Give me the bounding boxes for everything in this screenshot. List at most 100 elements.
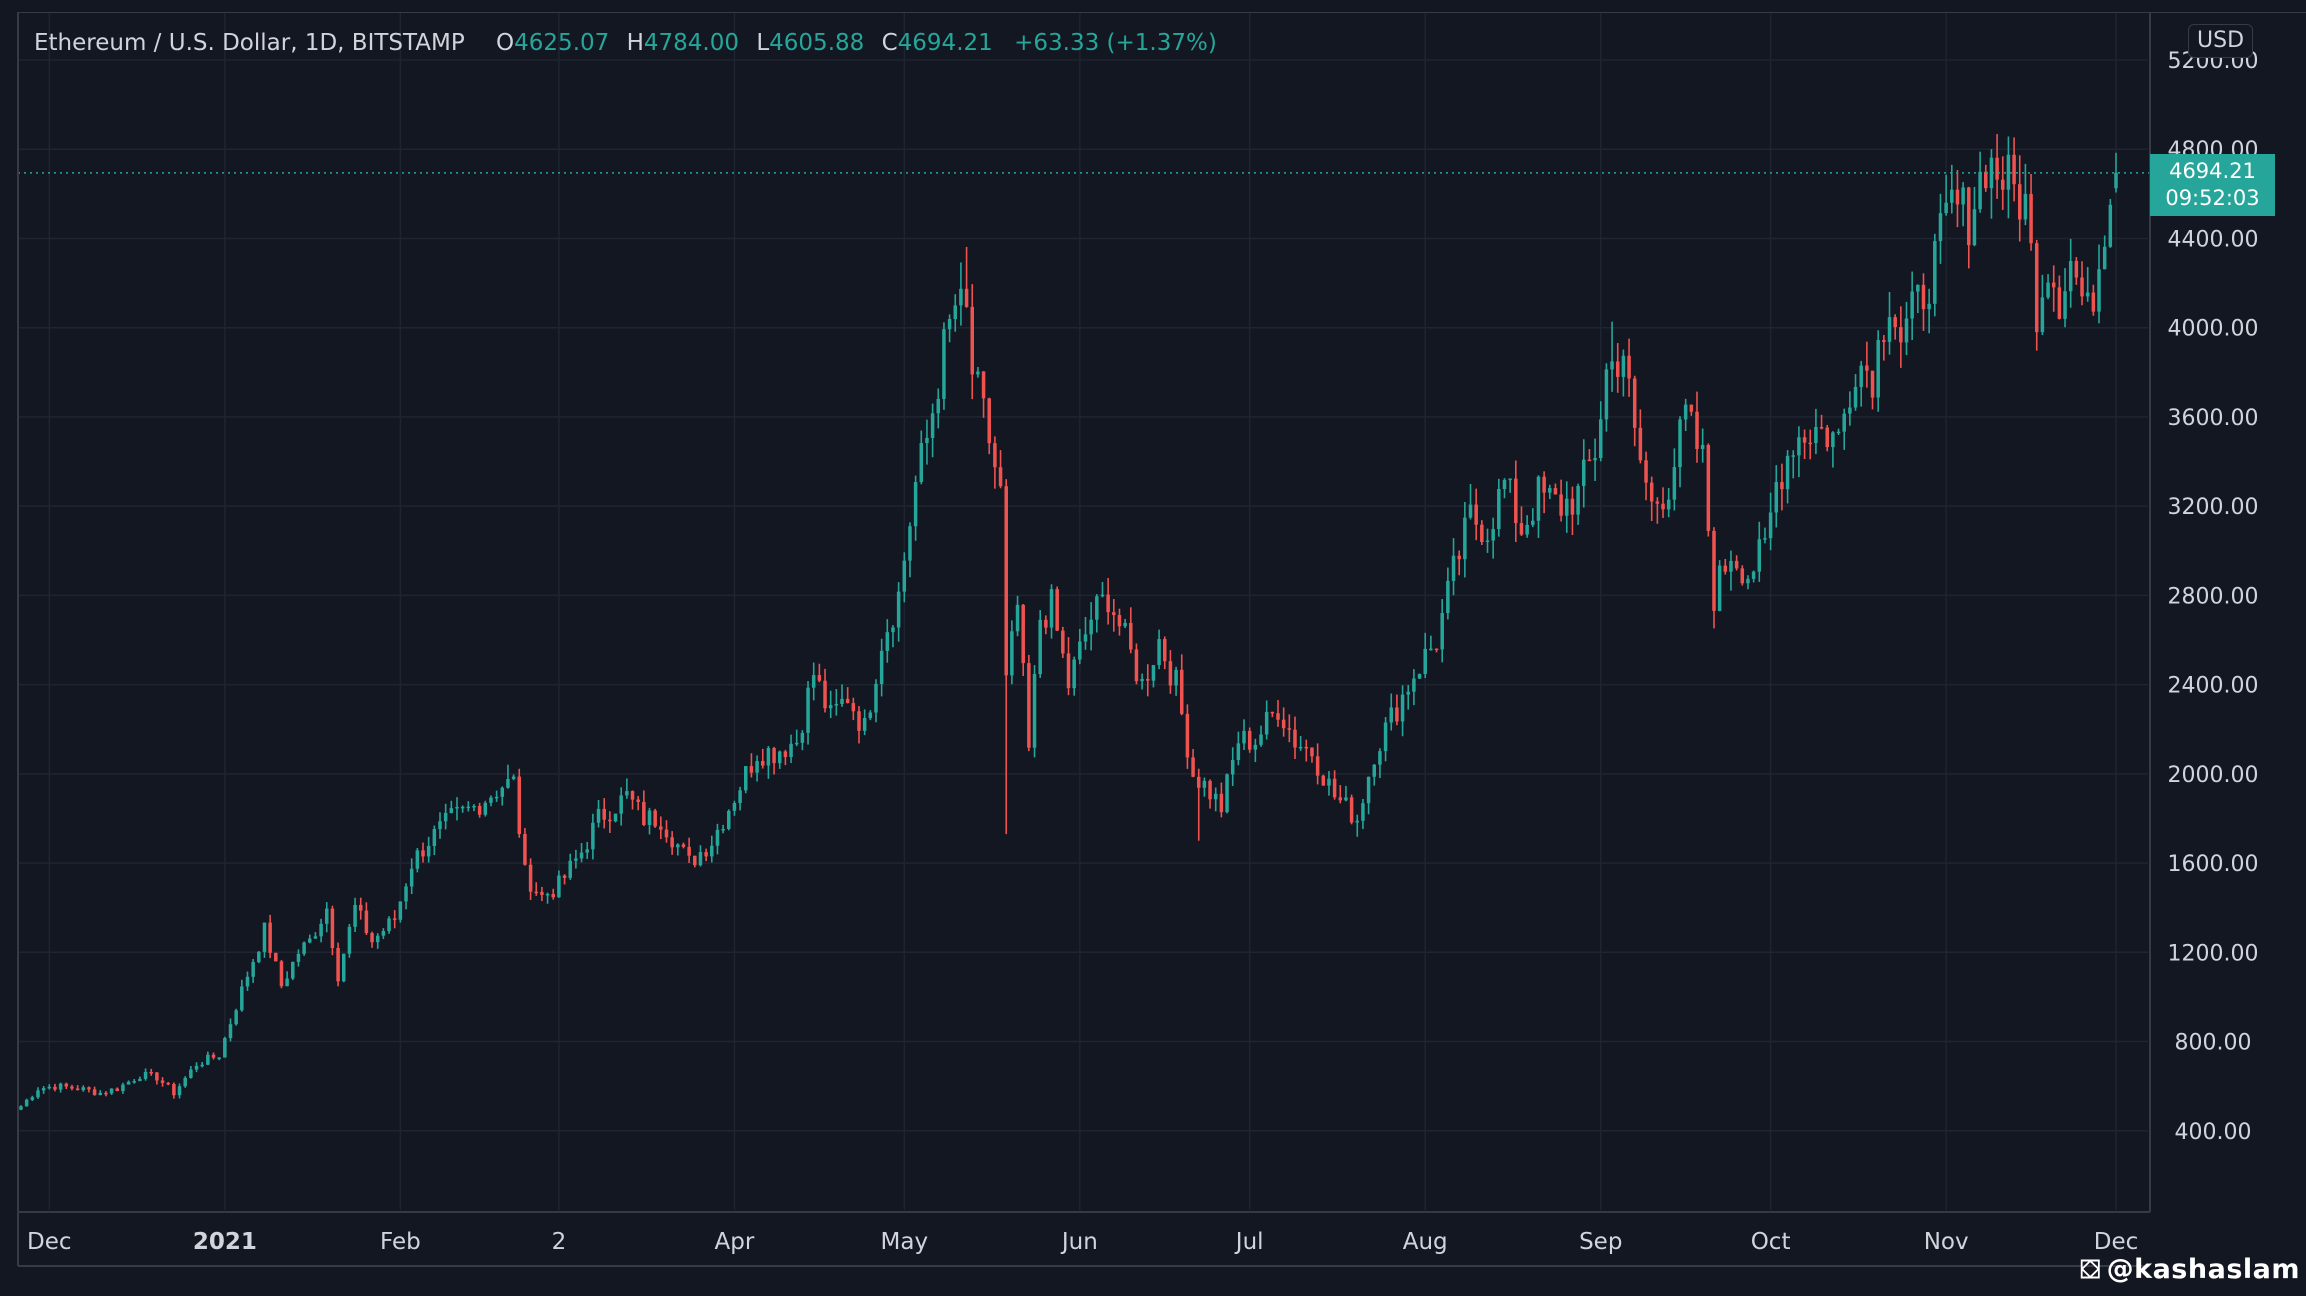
candle-body	[392, 918, 397, 920]
candle-body	[1485, 540, 1490, 543]
candle-body	[1179, 669, 1184, 714]
candle-body	[257, 951, 261, 963]
candle-body	[1938, 213, 1943, 242]
candle-body	[1797, 437, 1801, 456]
candle-body	[1621, 355, 1626, 377]
candle-body	[1842, 413, 1846, 432]
candle-body	[636, 799, 640, 802]
candle-body	[1514, 478, 1518, 524]
candle-body	[426, 845, 431, 857]
candle-body	[1213, 793, 1218, 800]
candle-body	[1208, 780, 1212, 800]
candle-body	[659, 826, 663, 830]
candle-body	[1876, 340, 1880, 398]
candle-body	[823, 680, 827, 709]
candle-body	[772, 748, 776, 764]
candle-body	[500, 787, 505, 797]
time-tick-label: Oct	[1751, 1229, 1791, 1255]
candle-body	[75, 1088, 80, 1091]
candle-body	[1910, 291, 1914, 319]
candle-body	[1780, 482, 1784, 490]
candle-body	[228, 1024, 233, 1039]
candle-body	[115, 1088, 120, 1092]
candle-body	[868, 712, 873, 719]
candle-body	[1123, 622, 1127, 627]
candle-body	[1281, 719, 1286, 729]
candle-body	[1740, 568, 1745, 584]
candle-body	[1638, 427, 1643, 461]
candle-body	[1565, 498, 1569, 516]
price-axis[interactable]: 400.00 800.00 1200.00 1600.00 2000.00 2400.00…	[2149, 0, 2306, 1296]
candle-body	[155, 1072, 159, 1081]
bottom-strip	[0, 1268, 400, 1296]
time-axis-bg	[0, 1212, 2150, 1268]
candle-body	[942, 329, 946, 399]
candle-body	[834, 704, 839, 706]
candle-body	[1440, 613, 1444, 650]
candle-body	[381, 931, 386, 936]
candle-body	[1225, 774, 1229, 813]
candle-body	[1072, 659, 1076, 689]
grid-lines	[18, 12, 2148, 1210]
candle-body	[1712, 530, 1716, 611]
candle-body	[2102, 246, 2107, 270]
candle-body	[409, 868, 414, 887]
candle-body	[1372, 764, 1377, 777]
candle-body	[523, 833, 527, 865]
candle-body	[1015, 604, 1020, 632]
candle-body	[585, 849, 589, 853]
candle-body	[715, 829, 720, 846]
price-tick-label: 2400.00	[2168, 674, 2259, 699]
candle-body	[1967, 187, 1971, 246]
time-tick-label: Nov	[1924, 1229, 1969, 1255]
candle-body	[308, 938, 312, 943]
candle-body	[1406, 691, 1410, 695]
candle-body	[1163, 639, 1167, 662]
candle-body	[172, 1084, 176, 1096]
candle-body	[1751, 571, 1756, 579]
candle-body	[1984, 171, 1988, 189]
candle-body	[506, 779, 510, 788]
time-axis[interactable]: Dec 2021 Feb 2 Apr May Jun Jul Aug Sep Oct Nov Dec	[0, 11, 2306, 1268]
candle-body	[2040, 297, 2045, 333]
candle-body	[1395, 707, 1399, 722]
candle-body	[811, 675, 816, 688]
candle-body	[1531, 520, 1535, 525]
candle-body	[194, 1065, 199, 1070]
candle-body	[947, 319, 952, 330]
candle-body	[291, 961, 295, 979]
time-tick-label: Feb	[380, 1229, 421, 1255]
candle-body	[1129, 622, 1133, 650]
candle-body	[1627, 355, 1631, 379]
candle-body	[777, 751, 782, 764]
candle-body	[1689, 404, 1694, 412]
candle-body	[1791, 455, 1796, 457]
candle-body	[1582, 459, 1586, 486]
candle-body	[296, 953, 301, 962]
candle-body	[1729, 560, 1733, 572]
candle-body	[1004, 486, 1008, 676]
candle-body	[528, 864, 533, 892]
candle-body	[262, 922, 267, 952]
candle-body	[1106, 594, 1110, 613]
candle-body	[1293, 729, 1297, 748]
low-value: 4605.88	[769, 30, 865, 56]
candle-body	[2080, 277, 2084, 297]
candle-body	[1366, 776, 1371, 804]
candle-body	[245, 976, 250, 987]
time-tick-label: 2021	[193, 1229, 257, 1255]
currency-button[interactable]: USD	[2188, 24, 2254, 58]
candle-body	[710, 845, 714, 857]
candle-body	[1112, 612, 1116, 616]
candle-body	[1502, 479, 1507, 490]
candle-body	[36, 1090, 40, 1098]
candle-body	[987, 398, 991, 444]
price-tick-label: 400.00	[2175, 1120, 2252, 1145]
candle-body	[1576, 485, 1580, 515]
watermark-handle: @kashaslam	[2106, 1254, 2300, 1285]
candle-body	[1349, 797, 1354, 823]
candle-body	[902, 560, 907, 592]
candle-body	[404, 886, 408, 902]
candle-body	[1151, 665, 1156, 681]
